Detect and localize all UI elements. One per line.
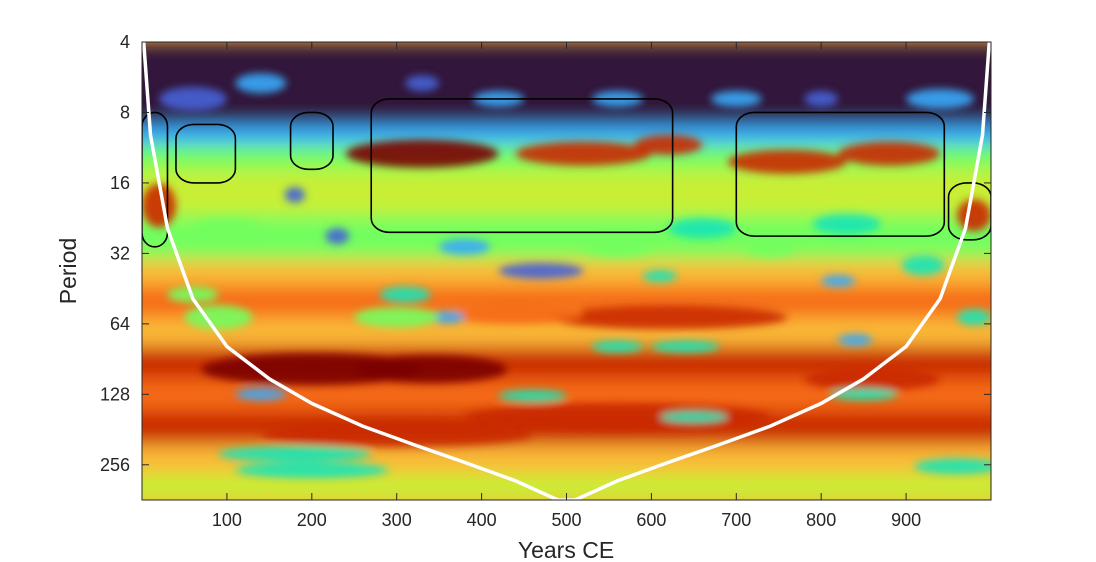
y-tick-label: 4: [120, 32, 130, 52]
cone-of-influence-line: [142, 42, 991, 500]
x-tick-label: 500: [551, 510, 581, 530]
heatmap-blob: [325, 228, 350, 245]
heatmap-blob: [634, 134, 703, 155]
heatmap-blob: [345, 139, 499, 168]
heatmap-bands: [142, 42, 991, 500]
heatmap-blob: [464, 403, 771, 432]
heatmap-blob: [668, 218, 737, 239]
significance-contour: [370, 98, 674, 234]
x-tick-label: 800: [806, 510, 836, 530]
heatmap-blob: [727, 149, 847, 174]
heatmap-blob: [812, 214, 881, 235]
heatmap-blob: [914, 458, 991, 475]
heatmap-blob: [591, 340, 643, 353]
heatmap-blob: [804, 366, 941, 391]
heatmap-blob: [659, 411, 728, 424]
significance-contour: [735, 111, 946, 237]
y-tick-label: 64: [110, 314, 130, 334]
x-tick-label: 400: [467, 510, 497, 530]
heatmap-blob: [260, 422, 533, 447]
heatmap-blob: [447, 303, 584, 324]
significance-contour: [142, 111, 169, 248]
x-tick-label: 600: [636, 510, 666, 530]
heatmap-blob: [901, 255, 945, 276]
heatmap-blobs: [142, 73, 991, 479]
heatmap-blob: [235, 388, 287, 401]
heatmap-blob: [549, 305, 788, 330]
y-tick-label: 16: [110, 173, 130, 193]
heatmap-blob: [642, 270, 677, 283]
heatmap-blob: [710, 90, 762, 107]
heatmap-blob: [498, 389, 567, 402]
heatmap-blob: [354, 307, 440, 328]
x-tick-label: 900: [891, 510, 921, 530]
x-tick-label: 300: [382, 510, 412, 530]
heatmap-blob: [430, 311, 465, 324]
heatmap-blob: [957, 309, 991, 326]
significance-contour: [175, 123, 237, 184]
heatmap-blob: [379, 286, 431, 303]
heatmap-blob: [838, 333, 873, 346]
heatmap-blob: [515, 141, 652, 166]
significance-contours: [142, 98, 991, 248]
significance-contour: [289, 111, 334, 171]
heatmap-blob: [583, 236, 652, 257]
heatmap-blob: [651, 340, 720, 353]
y-tick-label: 32: [110, 243, 130, 263]
y-axis-title: Period: [55, 238, 81, 304]
heatmap-blob: [906, 88, 975, 109]
heatmap-blob: [439, 238, 491, 255]
heatmap-band: [142, 124, 991, 145]
heatmap-blob: [158, 86, 227, 111]
heatmap-blob: [192, 218, 261, 239]
heatmap-blob: [804, 90, 839, 107]
heatmap-blob: [184, 305, 253, 330]
heatmap-band: [142, 169, 991, 216]
x-tick-label: 700: [721, 510, 751, 530]
heatmap-blob: [498, 262, 584, 279]
y-tick-label: 256: [100, 455, 130, 475]
heatmap-blob: [957, 199, 991, 232]
y-axis: 4 8 16 32 64 128 256: [100, 32, 991, 475]
y-tick-label: 8: [120, 102, 130, 122]
heatmap-blob: [829, 388, 898, 401]
heatmap-blob: [235, 462, 389, 479]
heatmap-blob: [218, 445, 372, 462]
heatmap-blob: [838, 141, 941, 166]
heatmap-blob: [284, 186, 306, 203]
heatmap-blob: [201, 353, 423, 386]
y-tick-label: 128: [100, 384, 130, 404]
heatmap-blob: [821, 275, 856, 288]
heatmap-blob: [744, 236, 796, 257]
x-tick-label: 100: [212, 510, 242, 530]
x-tick-label: 200: [297, 510, 327, 530]
wavelet-power-heatmap: [142, 42, 991, 500]
heatmap-blob: [235, 73, 287, 94]
x-axis: 100 200 300 400 500 600 700 800 900: [212, 42, 921, 530]
heatmap-blob: [354, 355, 508, 384]
x-axis-title: Years CE: [518, 537, 614, 562]
heatmap-blob: [405, 75, 440, 92]
